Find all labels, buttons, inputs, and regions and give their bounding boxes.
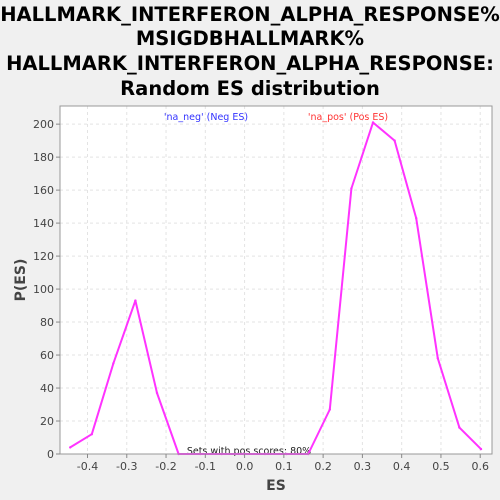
x-tick-label: -0.2 [155,460,176,473]
data-point [479,447,483,451]
y-tick-label: 80 [40,316,54,329]
chart-title-line-4: Random ES distribution [120,77,380,100]
data-point [112,362,115,365]
y-tick-label: 120 [33,250,54,263]
x-tick-label: 0.0 [236,460,254,473]
data-point [155,391,159,395]
x-tick-label: -0.1 [195,460,216,473]
y-tick-label: 0 [47,448,54,461]
y-tick-label: 100 [33,283,54,296]
y-tick-label: 140 [33,217,54,230]
data-point [90,433,94,436]
y-tick-label: 200 [33,118,54,131]
x-tick-label: -0.4 [77,460,98,473]
y-axis: 0 20 40 60 80 100 120 140 160 180 200 [33,118,60,461]
chart-title: HALLMARK_INTERFERON_ALPHA_RESPONSE% MSIG… [0,3,500,100]
data-point [69,446,72,449]
chart-title-line-1: HALLMARK_INTERFERON_ALPHA_RESPONSE% [0,3,500,26]
legend-pos-label: 'na_pos' (Pos ES) [308,112,388,123]
y-tick-label: 60 [40,349,54,362]
data-point [328,408,331,411]
data-point [436,357,439,360]
data-point [134,299,137,302]
x-tick-label: 0.6 [471,460,489,473]
chart-title-line-2: MSIGDBHALLMARK% [136,27,364,50]
chart-title-line-3: HALLMARK_INTERFERON_ALPHA_RESPONSE: [6,52,494,75]
data-point [350,187,353,190]
x-axis: -0.4 -0.3 -0.2 -0.1 0.0 0.1 0.2 0.3 0.4 0.5 0.6 [77,454,489,473]
plot-border [59,105,493,455]
y-tick-label: 40 [40,382,54,395]
y-axis-label: P(ES) [13,259,29,302]
data-point [393,139,396,142]
x-tick-label: 0.2 [314,460,332,473]
x-tick-label: 0.1 [275,460,293,473]
x-tick-label: 0.3 [354,460,372,473]
x-tick-label: 0.5 [432,460,450,473]
x-axis-label: ES [266,478,286,494]
footnote-pos-scores: Sets with pos scores: 80% [187,446,311,457]
y-tick-label: 20 [40,415,54,428]
data-point [415,217,418,220]
plot-area [60,106,492,454]
y-tick-label: 180 [33,151,54,164]
legend-neg-label: 'na_neg' (Neg ES) [164,112,248,123]
x-tick-label: -0.3 [116,460,137,473]
data-point [371,121,375,124]
y-tick-label: 160 [33,184,54,197]
data-point [458,426,461,429]
x-tick-label: 0.4 [393,460,411,473]
